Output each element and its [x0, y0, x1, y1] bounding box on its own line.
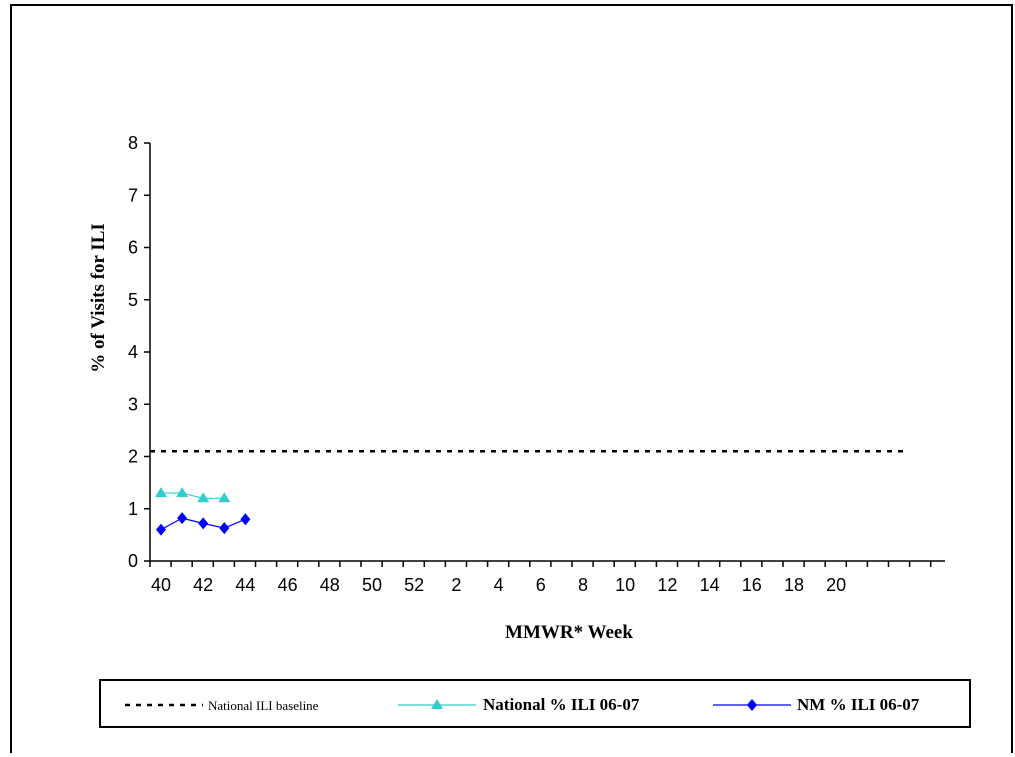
x-tick-label: 16: [742, 575, 762, 595]
data-point: [155, 487, 167, 498]
x-tick-label: 2: [451, 575, 461, 595]
x-tick-label: 14: [700, 575, 720, 595]
x-tick-label: 8: [578, 575, 588, 595]
data-point: [156, 523, 166, 536]
x-tick-label: 12: [657, 575, 677, 595]
x-tick-label: 10: [615, 575, 635, 595]
x-tick-label: 6: [536, 575, 546, 595]
legend-entry: National ILI baseline: [125, 698, 319, 713]
x-tick-label: 18: [784, 575, 804, 595]
series-layer: [150, 450, 905, 536]
x-tick-label: 48: [320, 575, 340, 595]
y-tick-label: 4: [128, 342, 138, 362]
x-tick-label: 50: [362, 575, 382, 595]
legend-entry: National % ILI 06-07: [398, 695, 640, 714]
data-point: [219, 522, 230, 535]
y-axis-ticks: 0 1 2 3 4 5 6 7 8: [128, 133, 150, 571]
x-tick-label: 44: [235, 575, 255, 595]
y-tick-label: 1: [128, 499, 138, 519]
x-tick-label: 46: [278, 575, 298, 595]
chart-frame: [10, 4, 1013, 753]
legend-label: National ILI baseline: [208, 698, 319, 713]
y-tick-label: 0: [128, 551, 138, 571]
x-tick-label: 4: [494, 575, 504, 595]
data-point: [240, 513, 251, 526]
legend-marker: [431, 699, 443, 709]
x-axis-ticks: 40 42 44 46 48 50 52 2 4 6 8 10 12 14 16 18 20: [149, 561, 932, 595]
data-point: [197, 492, 210, 503]
axes: [149, 143, 945, 562]
x-tick-label: 20: [826, 575, 846, 595]
x-tick-label: 42: [193, 575, 213, 595]
legend-entry: NM % ILI 06-07: [713, 695, 920, 714]
data-point: [176, 487, 189, 498]
y-tick-label: 6: [128, 238, 138, 258]
x-tick-label: 40: [151, 575, 171, 595]
legend-box: [99, 679, 971, 728]
x-tick-label: 52: [404, 575, 424, 595]
y-axis-title: % of Visits for ILI: [88, 223, 109, 373]
x-axis-title: MMWR* Week: [505, 622, 633, 643]
series-2: [156, 512, 251, 536]
legend-marker: [747, 699, 757, 711]
data-point: [177, 512, 188, 525]
data-point: [198, 517, 209, 530]
y-tick-label: 3: [128, 394, 138, 414]
legend-label: National % ILI 06-07: [483, 695, 640, 714]
legend: National ILI baseline National % ILI 06-0…: [99, 679, 971, 728]
y-tick-label: 7: [128, 185, 138, 205]
data-point: [218, 492, 231, 503]
series-1: [155, 487, 231, 503]
y-tick-label: 5: [128, 290, 138, 310]
y-tick-label: 2: [128, 447, 138, 467]
series-line: [161, 492, 225, 499]
y-tick-label: 8: [128, 133, 138, 153]
legend-label: NM % ILI 06-07: [797, 695, 920, 714]
